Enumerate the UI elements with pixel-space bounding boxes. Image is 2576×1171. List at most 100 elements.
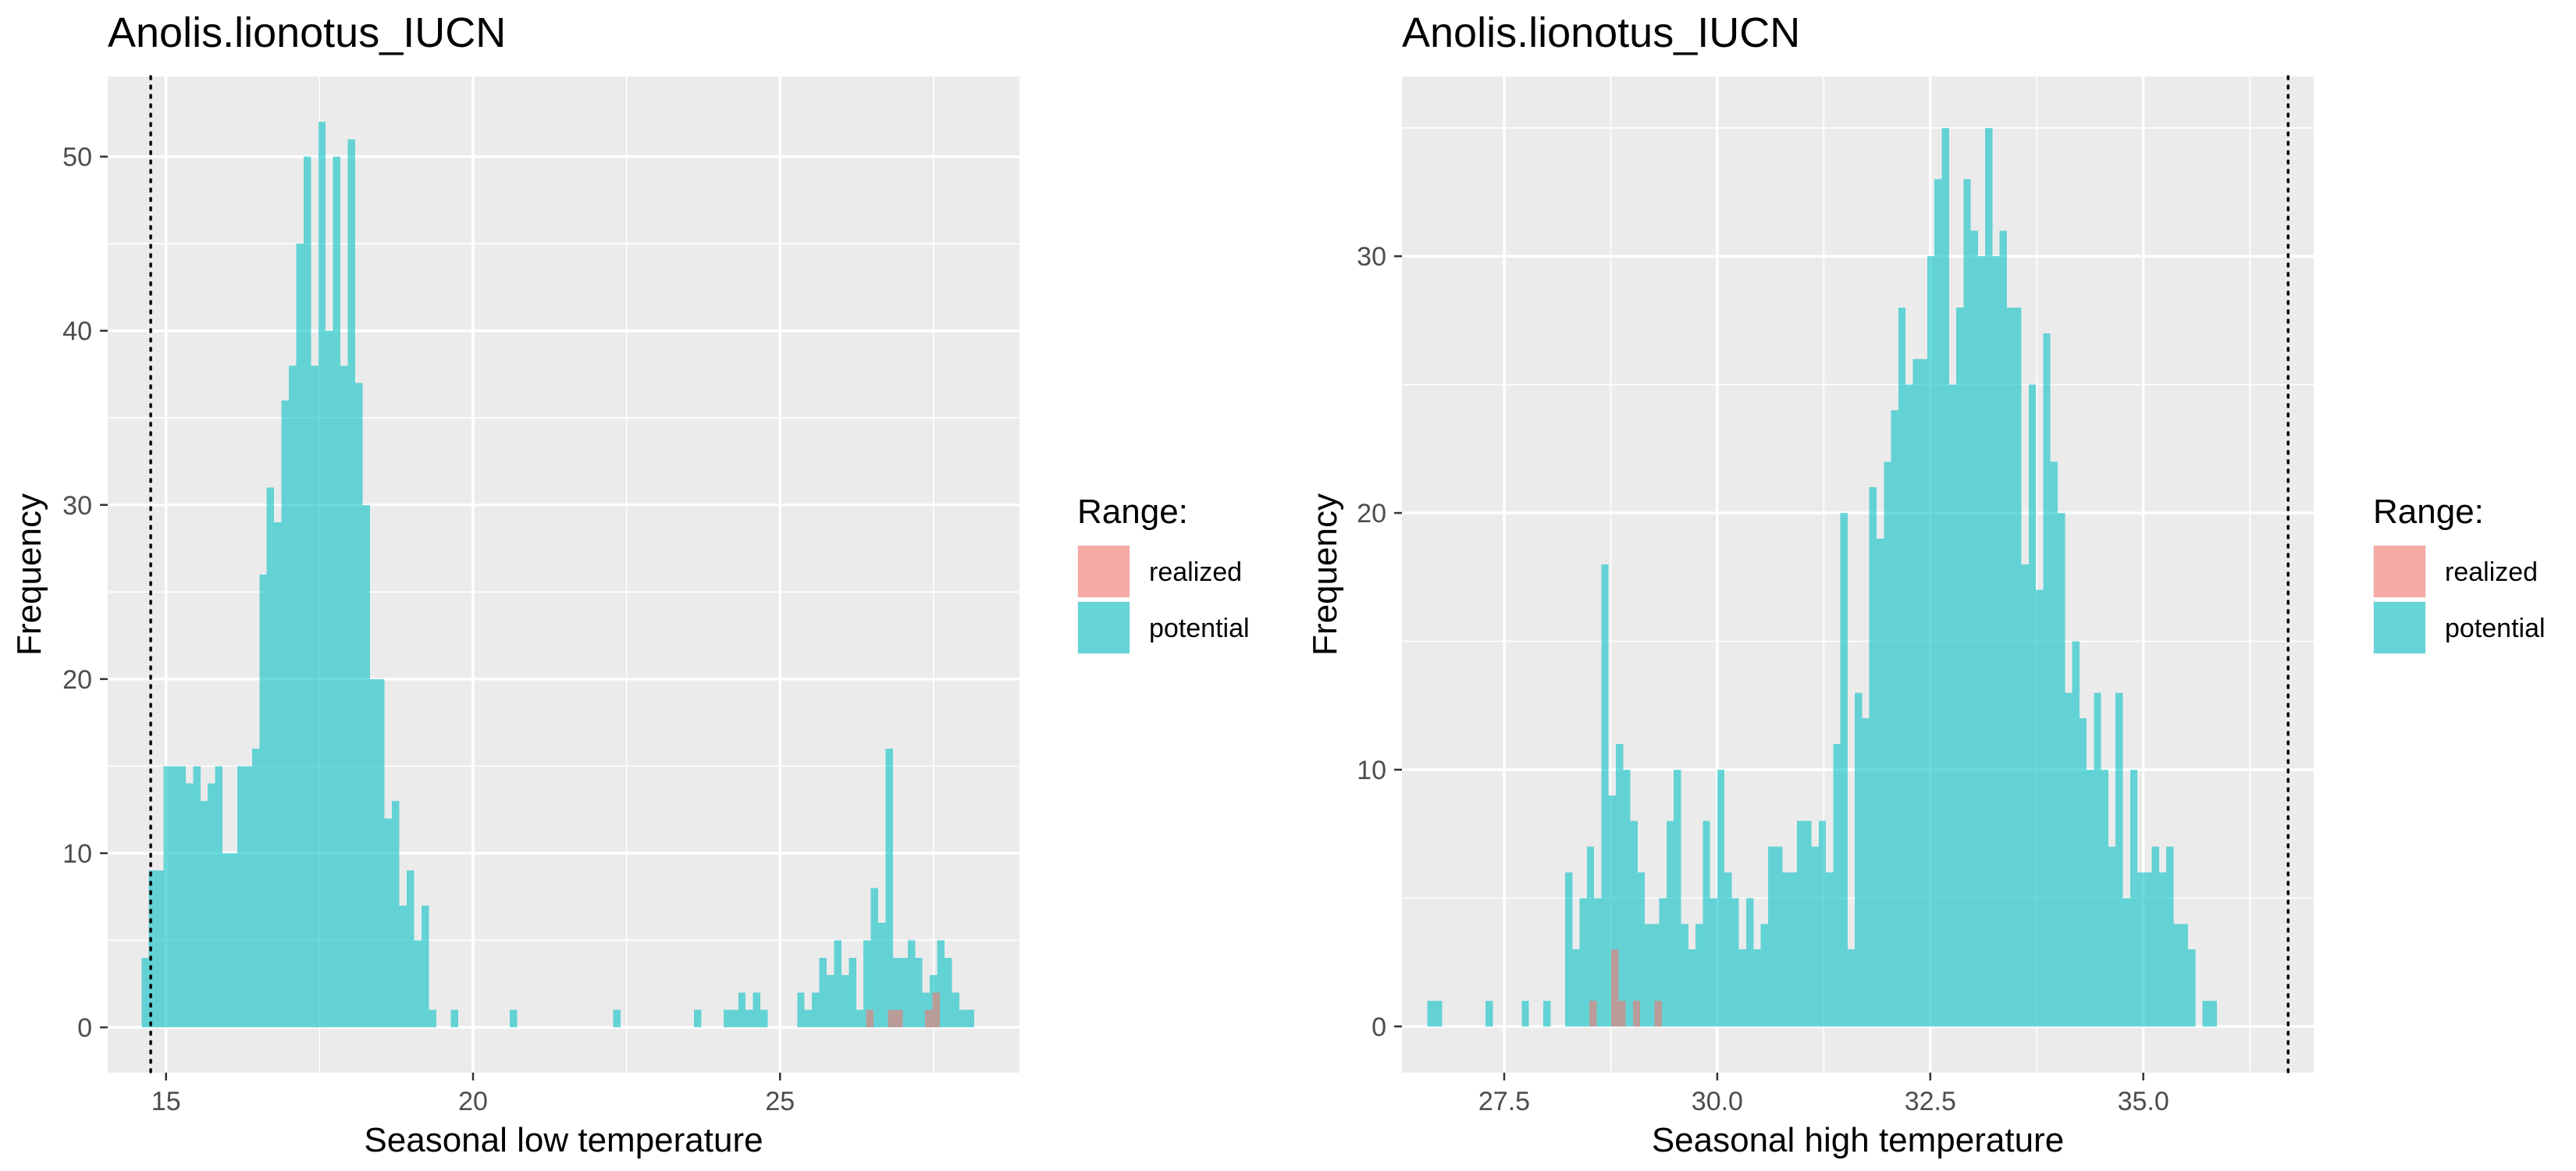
- histogram-bar-potential: [1637, 872, 1646, 1027]
- histogram-bar-potential: [208, 783, 215, 1027]
- legend-key-potential: [1078, 602, 1130, 653]
- histogram-bar-realized: [866, 1009, 873, 1027]
- histogram-bar-potential: [2036, 589, 2044, 1027]
- legend-label-realized: realized: [1149, 557, 1242, 587]
- histogram-bar-potential: [1934, 179, 1942, 1027]
- histogram-bar-potential: [2094, 692, 2101, 1027]
- histogram-bar-potential: [1674, 769, 1681, 1027]
- histogram-bar-potential: [2187, 949, 2196, 1027]
- histogram-bar-potential: [834, 940, 841, 1027]
- x-tick-label: 20: [458, 1087, 488, 1116]
- legend-label-potential: potential: [2445, 614, 2546, 643]
- x-axis-title: Seasonal high temperature: [1652, 1121, 2064, 1159]
- histogram-bar-potential: [1920, 358, 1927, 1027]
- y-tick-label: 10: [62, 839, 92, 869]
- histogram-bar-potential: [1710, 898, 1717, 1027]
- histogram-bar-potential: [892, 957, 901, 1027]
- histogram-bar-potential: [333, 156, 341, 1028]
- histogram-bar-potential: [326, 330, 333, 1027]
- y-tick-label: 0: [1372, 1013, 1386, 1042]
- histogram-bar-potential: [2014, 307, 2022, 1027]
- histogram-bar-potential: [318, 122, 326, 1027]
- histogram-bar-potential: [2129, 769, 2138, 1027]
- histogram-bar-potential: [392, 801, 400, 1027]
- histogram-bar-potential: [450, 1009, 459, 1027]
- histogram-bar-potential: [1703, 820, 1710, 1027]
- histogram-bar-potential: [1818, 820, 1827, 1027]
- histogram-bar-potential: [1963, 179, 1971, 1027]
- histogram-bar-potential: [2007, 307, 2015, 1027]
- histogram-bar-potential: [1782, 872, 1790, 1027]
- histogram-bar-potential: [753, 992, 761, 1027]
- y-tick-label: 20: [1357, 499, 1386, 529]
- legend: Range: realized potential: [1077, 493, 1250, 654]
- y-tick-label: 40: [62, 317, 92, 347]
- histogram-bar-realized: [1632, 1000, 1641, 1027]
- histogram-bar-potential: [296, 244, 304, 1028]
- x-tick-label: 27.5: [1478, 1087, 1530, 1116]
- histogram-bar-potential: [340, 365, 348, 1027]
- histogram-bar-realized: [888, 1009, 896, 1027]
- histogram-bar-potential: [1579, 898, 1587, 1027]
- histogram-bar-potential: [915, 957, 923, 1027]
- histogram-bar-potential: [1630, 820, 1638, 1027]
- histogram-bar-potential: [841, 975, 849, 1027]
- histogram-bar-potential: [819, 957, 827, 1027]
- histogram-bar-potential: [945, 957, 952, 1027]
- legend: Range: realized potential: [2373, 493, 2546, 654]
- left-histogram-panel: 15 20 25 0 10 20 30 40 50 Anolis.lionotus_IUCN Sea…: [10, 9, 1250, 1159]
- histogram-bar-potential: [148, 870, 157, 1027]
- histogram-bar-potential: [1985, 127, 1993, 1027]
- histogram-bar-potential: [760, 1009, 768, 1027]
- histogram-bar-potential: [907, 940, 916, 1027]
- histogram-bar-potential: [2072, 641, 2080, 1027]
- legend-key-realized: [1078, 546, 1130, 597]
- histogram-bar-potential: [414, 940, 422, 1027]
- histogram-bar-potential: [2158, 872, 2167, 1027]
- histogram-bar-potential: [1746, 898, 1754, 1027]
- histogram-bar-potential: [1840, 513, 1848, 1027]
- histogram-bar-potential: [1572, 949, 1580, 1027]
- histogram-bar-potential: [354, 383, 363, 1028]
- histogram-bar-potential: [1948, 384, 1957, 1027]
- histogram-bar-potential: [141, 957, 149, 1027]
- histogram-bar-potential: [2151, 846, 2159, 1027]
- histogram-bar-potential: [2057, 513, 2065, 1027]
- histogram-bar-potential: [863, 940, 871, 1027]
- histogram-bar-potential: [2079, 718, 2087, 1027]
- histogram-bar-potential: [1905, 384, 1913, 1027]
- histogram-bar-potential: [2202, 1000, 2210, 1027]
- histogram-bar-potential: [384, 818, 393, 1027]
- x-tick-label: 15: [151, 1087, 181, 1116]
- histogram-bar-potential: [1833, 744, 1841, 1027]
- histogram-bar-potential: [244, 766, 252, 1027]
- x-axis-title: Seasonal low temperature: [364, 1121, 763, 1159]
- histogram-bar-potential: [1659, 898, 1667, 1027]
- x-tick-label: 32.5: [1905, 1087, 1956, 1116]
- histogram-bar-potential: [870, 888, 879, 1027]
- histogram-bar-potential: [1435, 1000, 1443, 1027]
- histogram-bar-potential: [1738, 949, 1747, 1027]
- histogram-bar-potential: [1717, 769, 1725, 1027]
- histogram-bar-potential: [251, 749, 260, 1027]
- histogram-bar-potential: [259, 575, 267, 1027]
- y-tick-label: 30: [62, 491, 92, 521]
- histogram-bar-potential: [2021, 564, 2029, 1027]
- histogram-bar-potential: [1427, 1000, 1436, 1027]
- histogram-bar-potential: [1891, 410, 1898, 1027]
- histogram-bar-potential: [303, 156, 311, 1028]
- histogram-bar-potential: [1731, 898, 1739, 1027]
- histogram-bar-realized: [895, 1009, 903, 1027]
- y-axis-title: Frequency: [1306, 493, 1344, 656]
- series-realized: [1589, 949, 1662, 1027]
- histogram-bar-potential: [193, 766, 201, 1027]
- histogram-bar-potential: [966, 1009, 974, 1027]
- y-tick-label: 10: [1357, 756, 1386, 785]
- histogram-bar-potential: [1543, 1000, 1551, 1027]
- histogram-bar-potential: [812, 992, 820, 1027]
- x-tick-label: 30.0: [1692, 1087, 1743, 1116]
- series-potential: [1427, 127, 2218, 1027]
- histogram-bar-potential: [178, 766, 186, 1027]
- histogram-bar-potential: [2115, 692, 2123, 1027]
- histogram-bar-potential: [1847, 949, 1856, 1027]
